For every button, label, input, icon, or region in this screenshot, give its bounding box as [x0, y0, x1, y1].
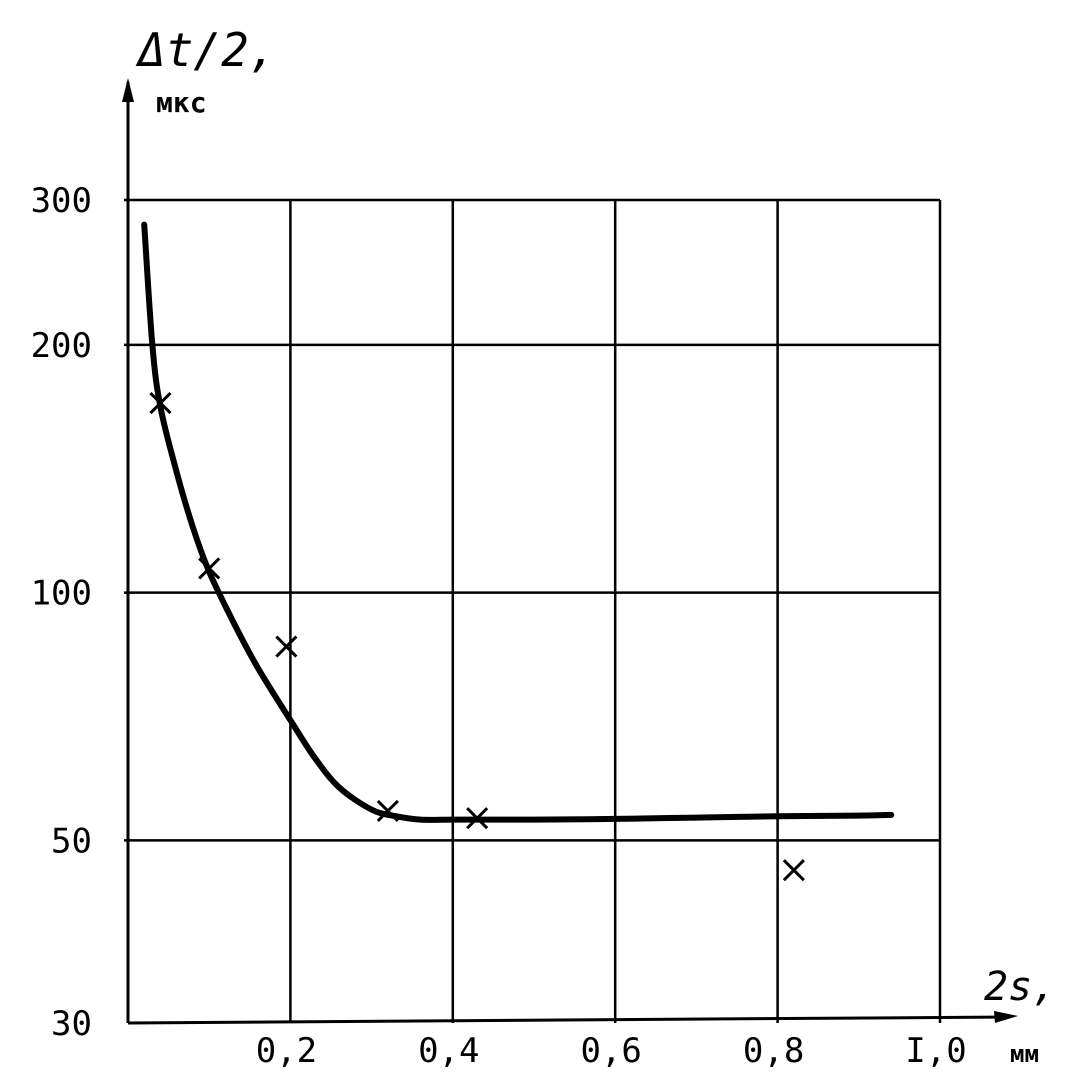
- tick-labels: 30 50 100 200 300 0,2 0,4 0,6 0,8 I,0: [31, 181, 967, 1071]
- marker-stroke: [376, 799, 399, 822]
- y-tick-label: 30: [51, 1004, 92, 1044]
- marker-stroke: [275, 635, 298, 658]
- x-axis-arrow: [994, 1011, 1018, 1023]
- x-axis-line: [127, 1015, 1011, 1025]
- y-axis-label: Δt/2,: [135, 23, 276, 77]
- data-point-marker: [376, 799, 399, 822]
- marker-stroke: [466, 807, 489, 830]
- data-point-marker: [275, 635, 298, 658]
- y-axis-unit: мкс: [156, 86, 207, 119]
- marker-stroke: [149, 391, 172, 415]
- y-tick-label: 100: [31, 574, 92, 614]
- axis-labels: Δt/2, мкс 2s, мм: [135, 23, 1056, 1068]
- data-point-marker: [149, 391, 172, 415]
- x-tick-label: 0,8: [743, 1031, 804, 1071]
- x-tick-label: I,0: [905, 1031, 966, 1071]
- fitted-curve: [141, 221, 895, 823]
- x-axis-unit: мм: [1010, 1040, 1039, 1068]
- y-tick-label: 300: [31, 181, 92, 221]
- data-point-marker: [198, 557, 221, 580]
- x-tick-label: 0,2: [256, 1031, 317, 1071]
- y-axis-arrow: [122, 78, 134, 102]
- axes: [122, 78, 1018, 1025]
- series: [141, 221, 895, 882]
- x-tick-label: 0,4: [418, 1031, 479, 1071]
- data-point-marker: [466, 807, 489, 830]
- data-point-marker: [782, 859, 805, 882]
- marker-stroke: [198, 557, 221, 580]
- x-tick-label: 0,6: [580, 1031, 641, 1071]
- x-axis-label: 2s,: [984, 964, 1056, 1010]
- grid: [124, 198, 942, 1023]
- y-tick-label: 200: [31, 326, 92, 366]
- y-tick-label: 50: [51, 821, 92, 861]
- marker-stroke: [782, 859, 805, 882]
